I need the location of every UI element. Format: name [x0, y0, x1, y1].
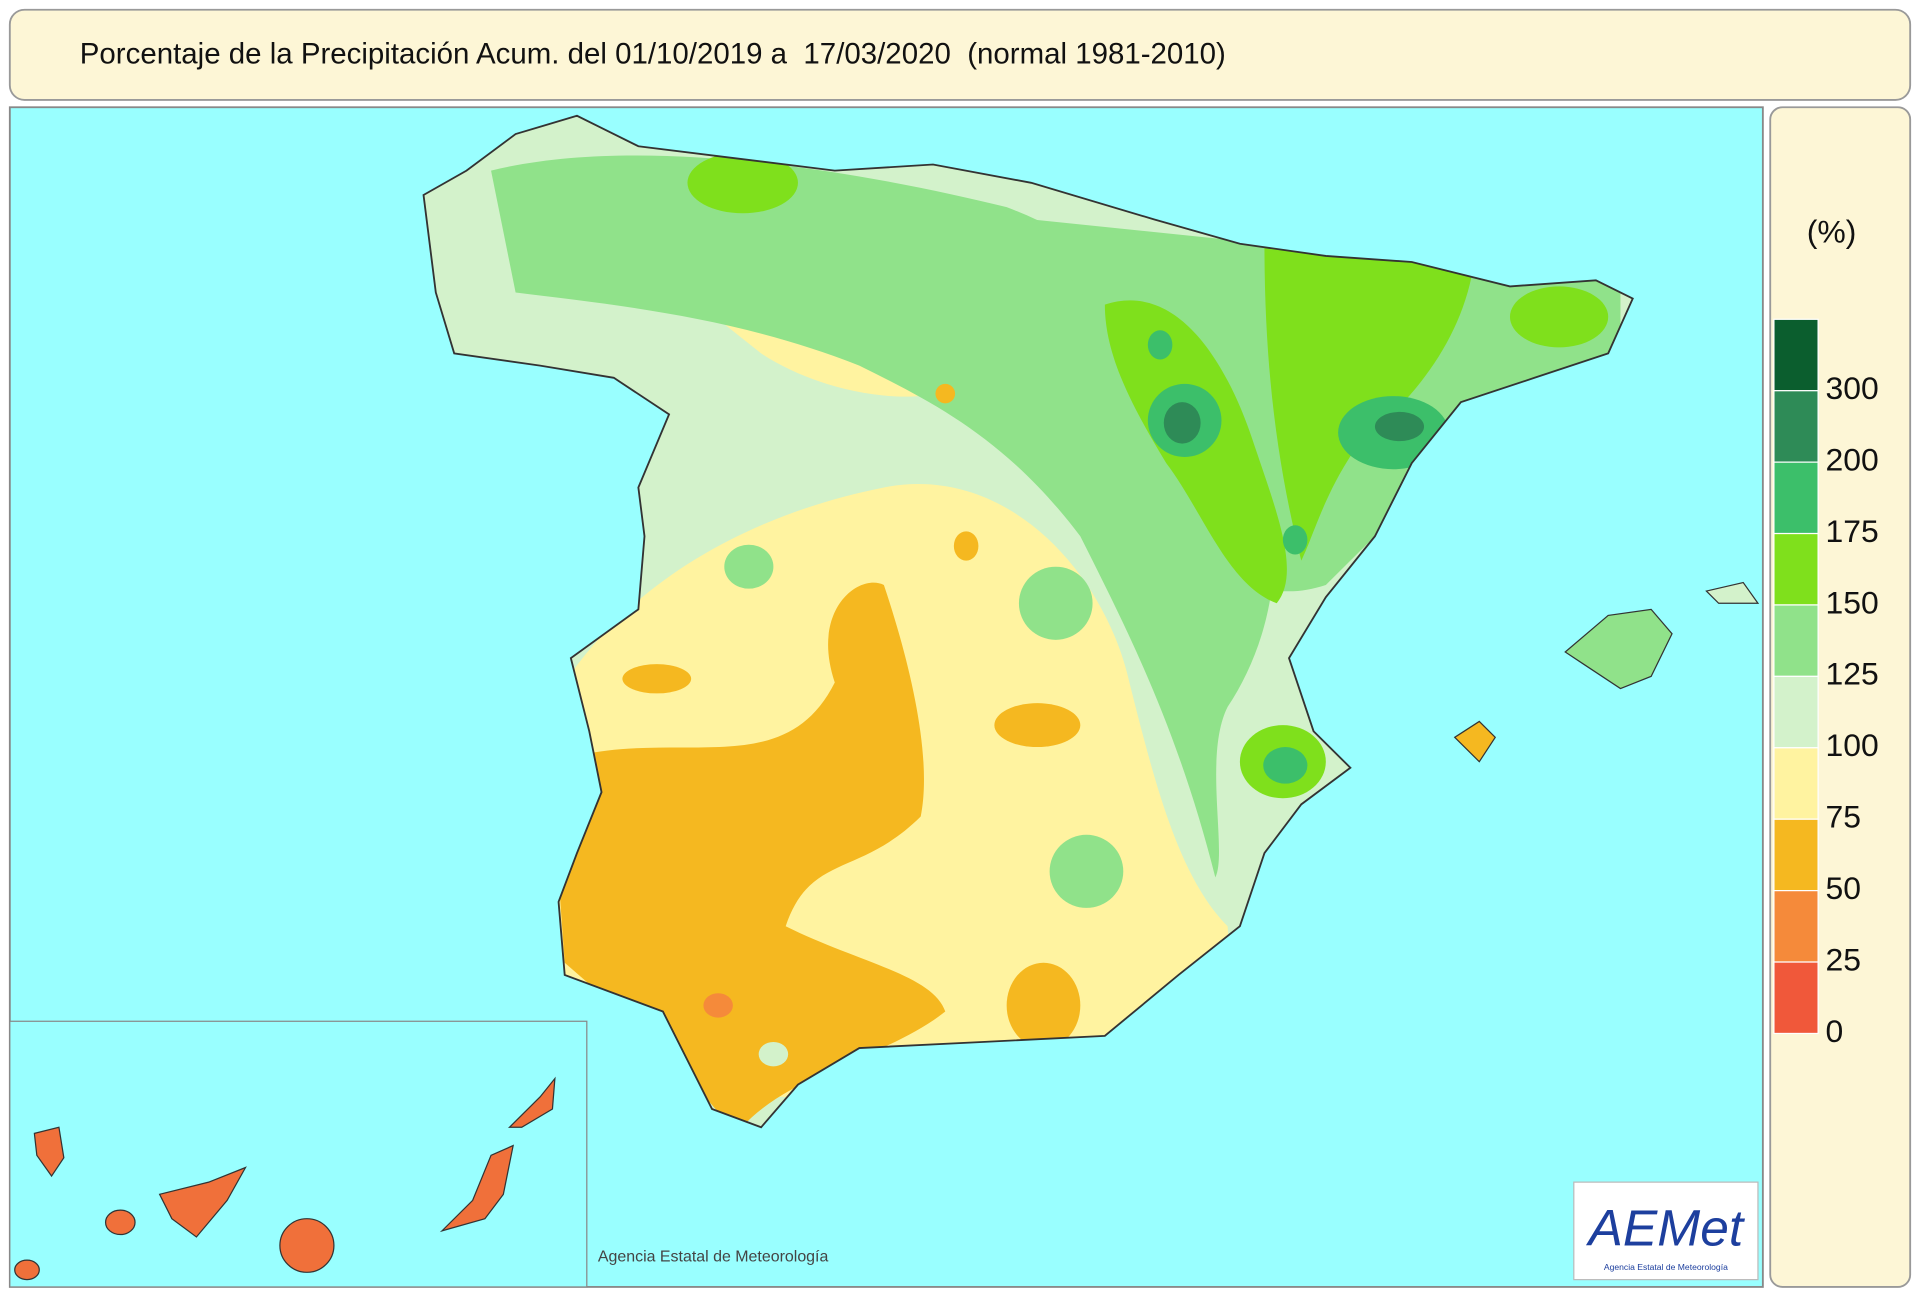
- legend-label: 125: [1825, 656, 1878, 692]
- legend-swatch: [1773, 318, 1819, 392]
- legend-label: 100: [1825, 727, 1878, 763]
- legend-swatch: [1773, 961, 1819, 1035]
- legend-label: 75: [1825, 799, 1861, 835]
- legend-swatch: [1773, 675, 1819, 749]
- title-box: [8, 8, 1912, 101]
- mallorca: [1564, 608, 1673, 690]
- legend-swatch: [1773, 604, 1819, 677]
- legend-label: 50: [1825, 870, 1861, 906]
- logo-subtitle: Agencia Estatal de Meteorología: [1604, 1262, 1728, 1272]
- legend-swatch: [1773, 747, 1819, 820]
- legend-label: 150: [1825, 584, 1878, 620]
- legend: 300 200 175 150 125 100 75 50 25 0: [1773, 318, 1879, 1049]
- credit: Agencia Estatal de Meteorología: [598, 1248, 829, 1265]
- legend-swatch: [1773, 890, 1819, 963]
- legend-label: 200: [1825, 442, 1878, 478]
- canary-islands: [14, 1076, 556, 1281]
- legend-swatch: [1773, 390, 1819, 463]
- map-title: Porcentaje de la Precipitación Acum. del…: [80, 37, 1226, 70]
- legend-swatch: [1773, 461, 1819, 535]
- legend-label: 25: [1825, 942, 1861, 978]
- legend-label: 300: [1825, 370, 1878, 406]
- coastline: [422, 114, 1634, 1129]
- legend-unit: (%): [1807, 213, 1857, 249]
- logo: AEMet: [1586, 1199, 1746, 1257]
- legend-label: 0: [1825, 1013, 1843, 1049]
- logo-box: [1573, 1181, 1759, 1281]
- ibiza: [1453, 720, 1497, 763]
- legend-swatch: [1773, 818, 1819, 892]
- menorca: [1705, 581, 1760, 604]
- legend-swatch: [1773, 532, 1819, 606]
- legend-label: 175: [1825, 513, 1878, 549]
